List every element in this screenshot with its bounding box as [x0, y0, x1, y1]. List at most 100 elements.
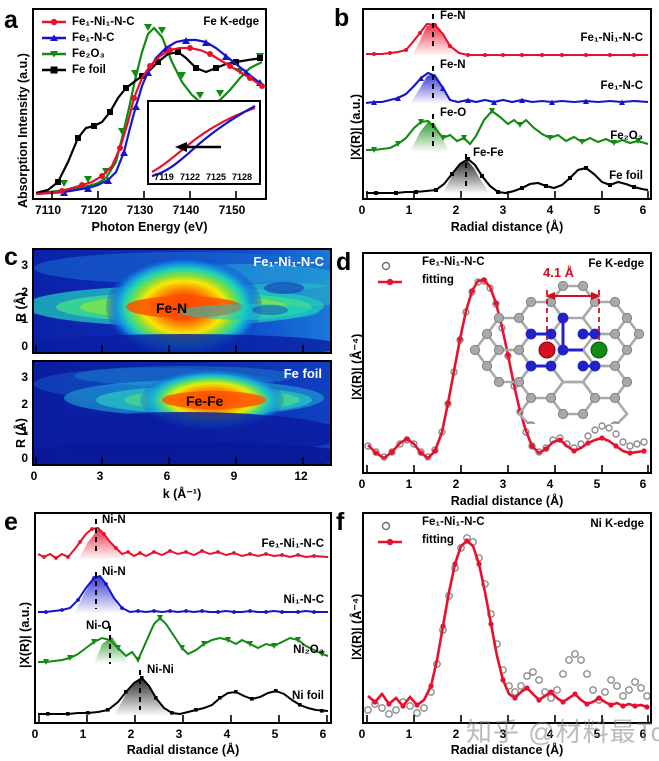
panel-e-xtick-4: 4 — [223, 727, 231, 741]
panel-a-xtick-0: 7110 — [34, 203, 62, 217]
panel-c-top-ytick-2: 2 — [21, 285, 28, 299]
panel-f-xtick-6: 6 — [639, 727, 647, 741]
panel-b-trace-name-0: Fe₁-Ni₁-N-C — [580, 32, 643, 44]
panel-b-xtick-2: 2 — [452, 203, 460, 217]
panel-c-xtick-2: 6 — [163, 469, 171, 483]
structure-distance-label: 4.1 Å — [543, 265, 575, 280]
panel-e-plot: Ni-N Ni-N Ni-O Ni-Ni Fe₁-Ni₁-N-C Ni₁-N-C… — [34, 512, 332, 724]
panel-e-canvas — [37, 519, 329, 722]
panel-e-trace-name-3: Ni foil — [292, 690, 324, 702]
panel-c-top-ytick-1: 1 — [21, 312, 28, 326]
panel-a-inset-canvas — [151, 105, 256, 178]
panel-f-xtick-3: 3 — [499, 727, 507, 741]
panel-b-peak-label-2: Fe-O — [440, 107, 467, 119]
panel-d-corner-note: Fe K-edge — [588, 258, 644, 270]
panel-d-structure-inset: 4.1 Å — [469, 265, 644, 424]
trace-e-black-markers — [46, 676, 324, 716]
series-fe1-ni1-n-c-markers — [59, 45, 265, 194]
panel-e-peak-label-2: Ni-O — [86, 620, 111, 632]
panel-d-label: d — [336, 248, 352, 276]
trace-e-black — [38, 676, 329, 716]
panel-a-legend-item-1: Fe₁-N-C — [72, 32, 115, 44]
panel-f-xtick-0: 0 — [358, 727, 366, 741]
panel-a-inset-xtick-2: 7125 — [205, 172, 227, 182]
panel-f-xtick-5: 5 — [593, 727, 601, 741]
panel-e-trace-name-1: Ni₁-N-C — [283, 594, 324, 606]
fe-atom — [538, 341, 556, 359]
series-d-fitting-markers — [373, 277, 647, 456]
panel-c-xtick-1: 3 — [96, 469, 104, 483]
panel-d-xtick-6: 6 — [639, 477, 647, 491]
panel-c-bottom-hotspot-label: Fe-Fe — [186, 393, 224, 409]
panel-c-bottom-ytick-1: 1 — [21, 424, 28, 438]
panel-c-xtick-3: 9 — [230, 469, 238, 483]
trace-b-green — [366, 109, 649, 152]
panel-e-xtick-3: 3 — [175, 727, 183, 741]
panel-b-peak-label-1: Fe-N — [440, 59, 466, 71]
panel-f-xtick-4: 4 — [546, 727, 554, 741]
panel-a-xlabel: Photon Energy (eV) — [91, 220, 208, 234]
panel-e-xticks — [38, 715, 328, 722]
panel-b-xtick-5: 5 — [593, 203, 601, 217]
panel-e-xtick-5: 5 — [271, 727, 279, 741]
panel-f-legend-markers — [378, 521, 402, 546]
panel-a-legend-markers — [42, 18, 66, 74]
panel-e-trace-name-0: Fe₁-Ni₁-N-C — [261, 538, 324, 550]
panel-a-legend-item-0: Fe₁-Ni₁-N-C — [72, 16, 135, 28]
panel-b-plot: Fe-N Fe-N Fe-O Fe-Fe Fe₁-Ni₁-N-C Fe₁-N-C… — [362, 8, 652, 200]
panel-d-xtick-2: 2 — [452, 477, 460, 491]
panel-d-xtick-0: 0 — [358, 477, 366, 491]
panel-c-xtick-4: 12 — [294, 469, 308, 483]
panel-e-xtick-2: 2 — [127, 727, 135, 741]
panel-c-bottom-title: Fe foil — [283, 366, 322, 381]
trace-b-black — [366, 157, 649, 195]
panel-c-top-ytick-3: 3 — [21, 258, 28, 272]
carbon-atoms — [469, 280, 644, 424]
structure-canvas — [469, 280, 644, 424]
panel-f-xtick-2: 2 — [452, 727, 460, 741]
panel-b-xtick-4: 4 — [546, 203, 554, 217]
panel-c-bottom-ytick-0: 0 — [21, 451, 28, 465]
panel-f-xtick-1: 1 — [405, 727, 413, 741]
panel-e-trace-name-2: Ni₂O₃ — [293, 644, 324, 656]
panel-d-xtick-4: 4 — [546, 477, 554, 491]
panel-b-peak-guides — [432, 14, 467, 190]
panel-c-top-title: Fe₁-Ni₁-N-C — [253, 254, 324, 269]
panel-c-label: c — [4, 243, 18, 271]
panel-c-bottom-ytick-3: 3 — [21, 370, 28, 384]
panel-b-xticks — [366, 191, 649, 198]
panel-a-corner-note: Fe K-edge — [203, 16, 259, 28]
panel-b-trace-name-3: Fe foil — [609, 170, 643, 182]
panel-f-canvas — [364, 534, 650, 722]
panel-d-legend-item-0: Fe₁-Ni₁-N-C — [422, 256, 485, 268]
panel-a-legend-item-3: Fe foil — [72, 64, 106, 76]
panel-d-xtick-3: 3 — [499, 477, 507, 491]
panel-e-label: e — [4, 508, 18, 536]
distance-arrow — [545, 292, 601, 300]
panel-a-plot: Fe₁-Ni₁-N-C Fe₁-N-C Fe₂O₃ Fe foil Fe K-e… — [32, 8, 267, 200]
trace-e-blue-markers — [44, 576, 316, 614]
panel-b-ylabel: |X(R)| (a.u.) — [349, 93, 363, 160]
ni-atom — [590, 341, 608, 359]
panel-c-top-hotspot-label: Fe-N — [156, 300, 188, 316]
panel-a-inset: 7119 7122 7125 7128 — [147, 100, 261, 185]
panel-e-xlabel: Radial distance (Å) — [126, 743, 240, 757]
panel-e-peak-label-0: Ni-N — [102, 514, 126, 526]
series-fe-foil-markers — [55, 49, 263, 185]
panel-e-xtick-1: 1 — [79, 727, 87, 741]
watermark: 知乎 @材料最Top — [466, 717, 659, 747]
panel-a-xtick-2: 7130 — [126, 203, 154, 217]
panel-f-xlabel: Radial distance (Å) — [450, 743, 564, 757]
panel-c-bottom-plot: Fe foil Fe-Fe — [32, 360, 332, 466]
series-f-fitting — [367, 539, 648, 709]
panel-a-xticks — [51, 191, 237, 198]
panel-d-xticks — [366, 465, 649, 472]
panel-f-corner-note: Ni K-edge — [590, 518, 644, 530]
panel-b-xtick-0: 0 — [358, 203, 366, 217]
panel-c-bottom-xticks — [35, 457, 304, 464]
panel-f-legend-item-1: fitting — [422, 534, 454, 546]
panel-a-xtick-4: 7150 — [218, 203, 246, 217]
panel-c-top-xticks — [35, 345, 304, 352]
panel-a-inset-xtick-0: 7119 — [154, 172, 174, 182]
panel-d-xtick-5: 5 — [593, 477, 601, 491]
